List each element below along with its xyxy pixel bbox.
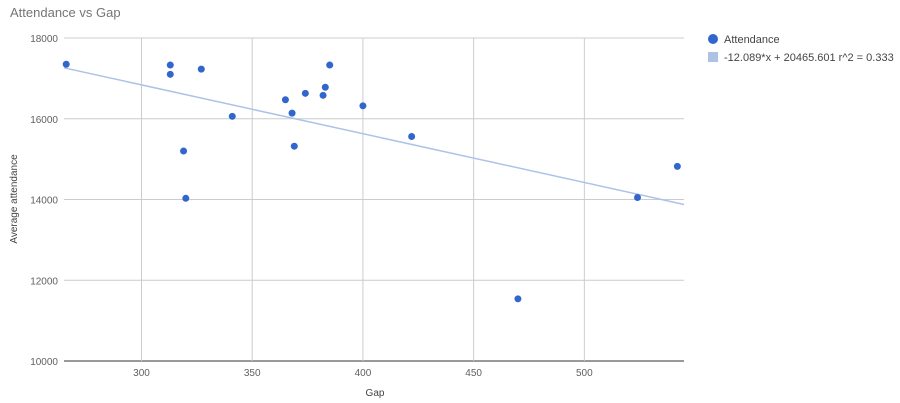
chart-title: Attendance vs Gap	[10, 5, 121, 20]
x-tick-label: 300	[133, 368, 150, 379]
y-tick-label: 12000	[30, 276, 58, 287]
y-tick-label: 10000	[30, 357, 58, 368]
x-tick-label: 400	[355, 368, 372, 379]
data-points	[62, 60, 681, 303]
x-tick-label: 500	[576, 368, 593, 379]
x-tick-label: 450	[465, 368, 482, 379]
x-axis-ticks: 300 350 400 450 500	[133, 368, 593, 379]
y-axis-label: Average attendance	[9, 154, 20, 244]
data-point[interactable]	[197, 65, 205, 73]
y-tick-label: 16000	[30, 115, 58, 126]
legend-label-attendance: Attendance	[724, 34, 780, 46]
data-point[interactable]	[180, 147, 188, 155]
y-axis-ticks: 10000 12000 14000 16000 18000	[30, 34, 58, 368]
data-point[interactable]	[326, 61, 334, 69]
data-point[interactable]	[408, 133, 416, 141]
data-point[interactable]	[166, 70, 174, 78]
x-tick-label: 350	[244, 368, 261, 379]
data-point[interactable]	[182, 194, 190, 202]
data-point[interactable]	[228, 112, 236, 120]
legend-label-trendline: -12.089*x + 20465.601 r^2 = 0.333	[724, 52, 894, 64]
x-axis-label: Gap	[366, 388, 385, 399]
gridlines	[64, 37, 684, 362]
data-point[interactable]	[290, 142, 298, 150]
trendline-layer	[63, 67, 685, 206]
y-tick-label: 14000	[30, 196, 58, 207]
legend-marker-trendline	[708, 52, 718, 62]
legend[interactable]: Attendance -12.089*x + 20465.601 r^2 = 0…	[708, 34, 894, 64]
trendline	[63, 67, 685, 206]
data-point[interactable]	[634, 193, 641, 201]
data-point[interactable]	[673, 162, 681, 170]
y-tick-label: 18000	[30, 34, 58, 45]
data-point[interactable]	[514, 295, 522, 303]
data-point[interactable]	[288, 109, 296, 117]
data-point[interactable]	[319, 91, 327, 99]
data-point[interactable]	[301, 89, 309, 97]
data-point[interactable]	[281, 96, 289, 104]
data-point[interactable]	[62, 60, 70, 68]
legend-marker-attendance	[708, 34, 718, 44]
data-point[interactable]	[166, 61, 174, 69]
data-point[interactable]	[321, 83, 329, 91]
data-point[interactable]	[359, 102, 367, 110]
